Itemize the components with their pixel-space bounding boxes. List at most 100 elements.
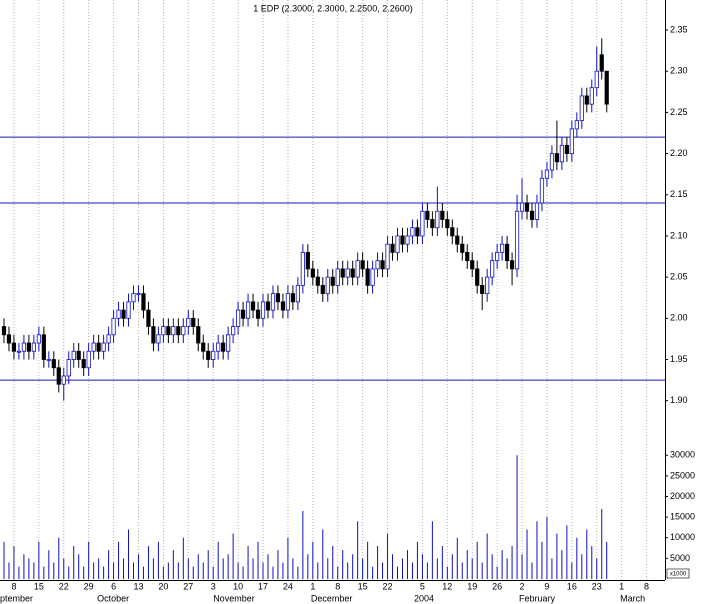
y2-tick-label: 15000: [670, 512, 695, 522]
candle-body: [589, 87, 594, 105]
candle-body: [445, 219, 450, 229]
x-tick-label: 10: [233, 581, 243, 591]
candle-body: [594, 70, 599, 89]
candle-body: [116, 309, 121, 319]
candle-body: [216, 342, 221, 352]
candle-body: [181, 326, 186, 336]
candle-body: [315, 276, 320, 286]
candle-body: [126, 301, 131, 319]
candle-body: [91, 342, 96, 352]
y-tick-label: 2.30: [670, 66, 688, 76]
candle-body: [430, 219, 435, 229]
candle-body: [250, 301, 256, 311]
unit-box: [666, 568, 690, 579]
candle-body: [455, 235, 460, 245]
candle-body: [569, 128, 574, 154]
month-label: October: [97, 593, 129, 603]
candle-body: [46, 359, 51, 361]
y2-tick-label: 20000: [670, 491, 695, 501]
candle-body: [534, 202, 540, 220]
candle-body: [201, 342, 206, 352]
candle-body: [529, 210, 535, 220]
x-tick-label: 3: [211, 581, 216, 591]
candle-body: [345, 268, 350, 278]
candle-body: [330, 276, 335, 286]
candle-body: [519, 202, 525, 212]
month-label: February: [519, 593, 556, 603]
y2-tick-label: 10000: [670, 532, 695, 542]
x-tick-label: 15: [34, 581, 44, 591]
candle-body: [514, 210, 520, 270]
candle-body: [211, 350, 216, 360]
candle-body: [31, 342, 36, 352]
candle-body: [226, 334, 231, 352]
candle-body: [176, 326, 181, 336]
y2-tick-label: 30000: [670, 450, 695, 460]
candle-body: [574, 120, 579, 130]
candle-body: [549, 153, 555, 171]
candle-body: [504, 243, 510, 262]
candle-body: [151, 326, 156, 344]
candle-body: [166, 326, 171, 336]
candle-body: [21, 342, 27, 352]
candle-body: [221, 342, 226, 352]
candle-body: [300, 252, 305, 286]
x-tick-label: 23: [592, 581, 602, 591]
x-tick-label: 2: [520, 581, 525, 591]
x-tick-label: 8: [335, 581, 340, 591]
candle-body: [136, 293, 141, 296]
x-tick-label: 19: [467, 581, 477, 591]
y2-tick-label: 25000: [670, 470, 695, 480]
candle-body: [56, 367, 61, 385]
x-tick-label: 12: [442, 581, 452, 591]
candle-body: [156, 334, 161, 344]
y-tick-label: 2.05: [670, 272, 688, 282]
candle-body: [380, 260, 385, 270]
candle-body: [161, 326, 166, 336]
x-tick-label: 15: [358, 581, 368, 591]
candle-body: [539, 177, 545, 204]
candle-body: [111, 317, 116, 336]
x-tick-label: 8: [11, 581, 16, 591]
candle-body: [544, 169, 550, 179]
candle-body: [36, 334, 41, 344]
y-tick-label: 1.95: [670, 354, 688, 364]
candle-body: [500, 243, 505, 253]
x-tick-label: 5: [420, 581, 425, 591]
candle-body: [564, 144, 569, 154]
candle-body: [509, 260, 515, 270]
x-tick-label: 6: [111, 581, 116, 591]
candle-body: [390, 243, 395, 253]
candle-body: [360, 260, 365, 270]
x-tick-label: 22: [383, 581, 393, 591]
month-label: March: [620, 593, 645, 603]
candle-body: [131, 293, 136, 303]
candle-body: [26, 342, 31, 352]
candle-body: [11, 342, 17, 352]
candle-body: [6, 334, 12, 344]
month-label: December: [311, 593, 353, 603]
candle-body: [236, 309, 241, 327]
x-tick-label: 1: [619, 581, 624, 591]
month-label: November: [213, 593, 255, 603]
candle-body: [96, 342, 101, 352]
y2-tick-label: 5000: [670, 553, 690, 563]
candle-body: [460, 243, 465, 253]
candle-body: [270, 293, 276, 311]
candle-body: [141, 293, 146, 311]
candle-body: [410, 227, 415, 237]
volume-unit: x1000: [670, 572, 687, 578]
candle-body: [415, 227, 420, 237]
candle-body: [579, 95, 584, 122]
candle-body: [275, 293, 281, 303]
candle-body: [425, 210, 430, 220]
candle-body: [76, 350, 81, 360]
month-label: ptember: [0, 593, 33, 603]
candle-body: [375, 260, 380, 270]
candle-body: [554, 153, 560, 163]
candle-body: [490, 260, 495, 278]
candle-body: [240, 309, 246, 319]
candle-body: [196, 326, 201, 344]
